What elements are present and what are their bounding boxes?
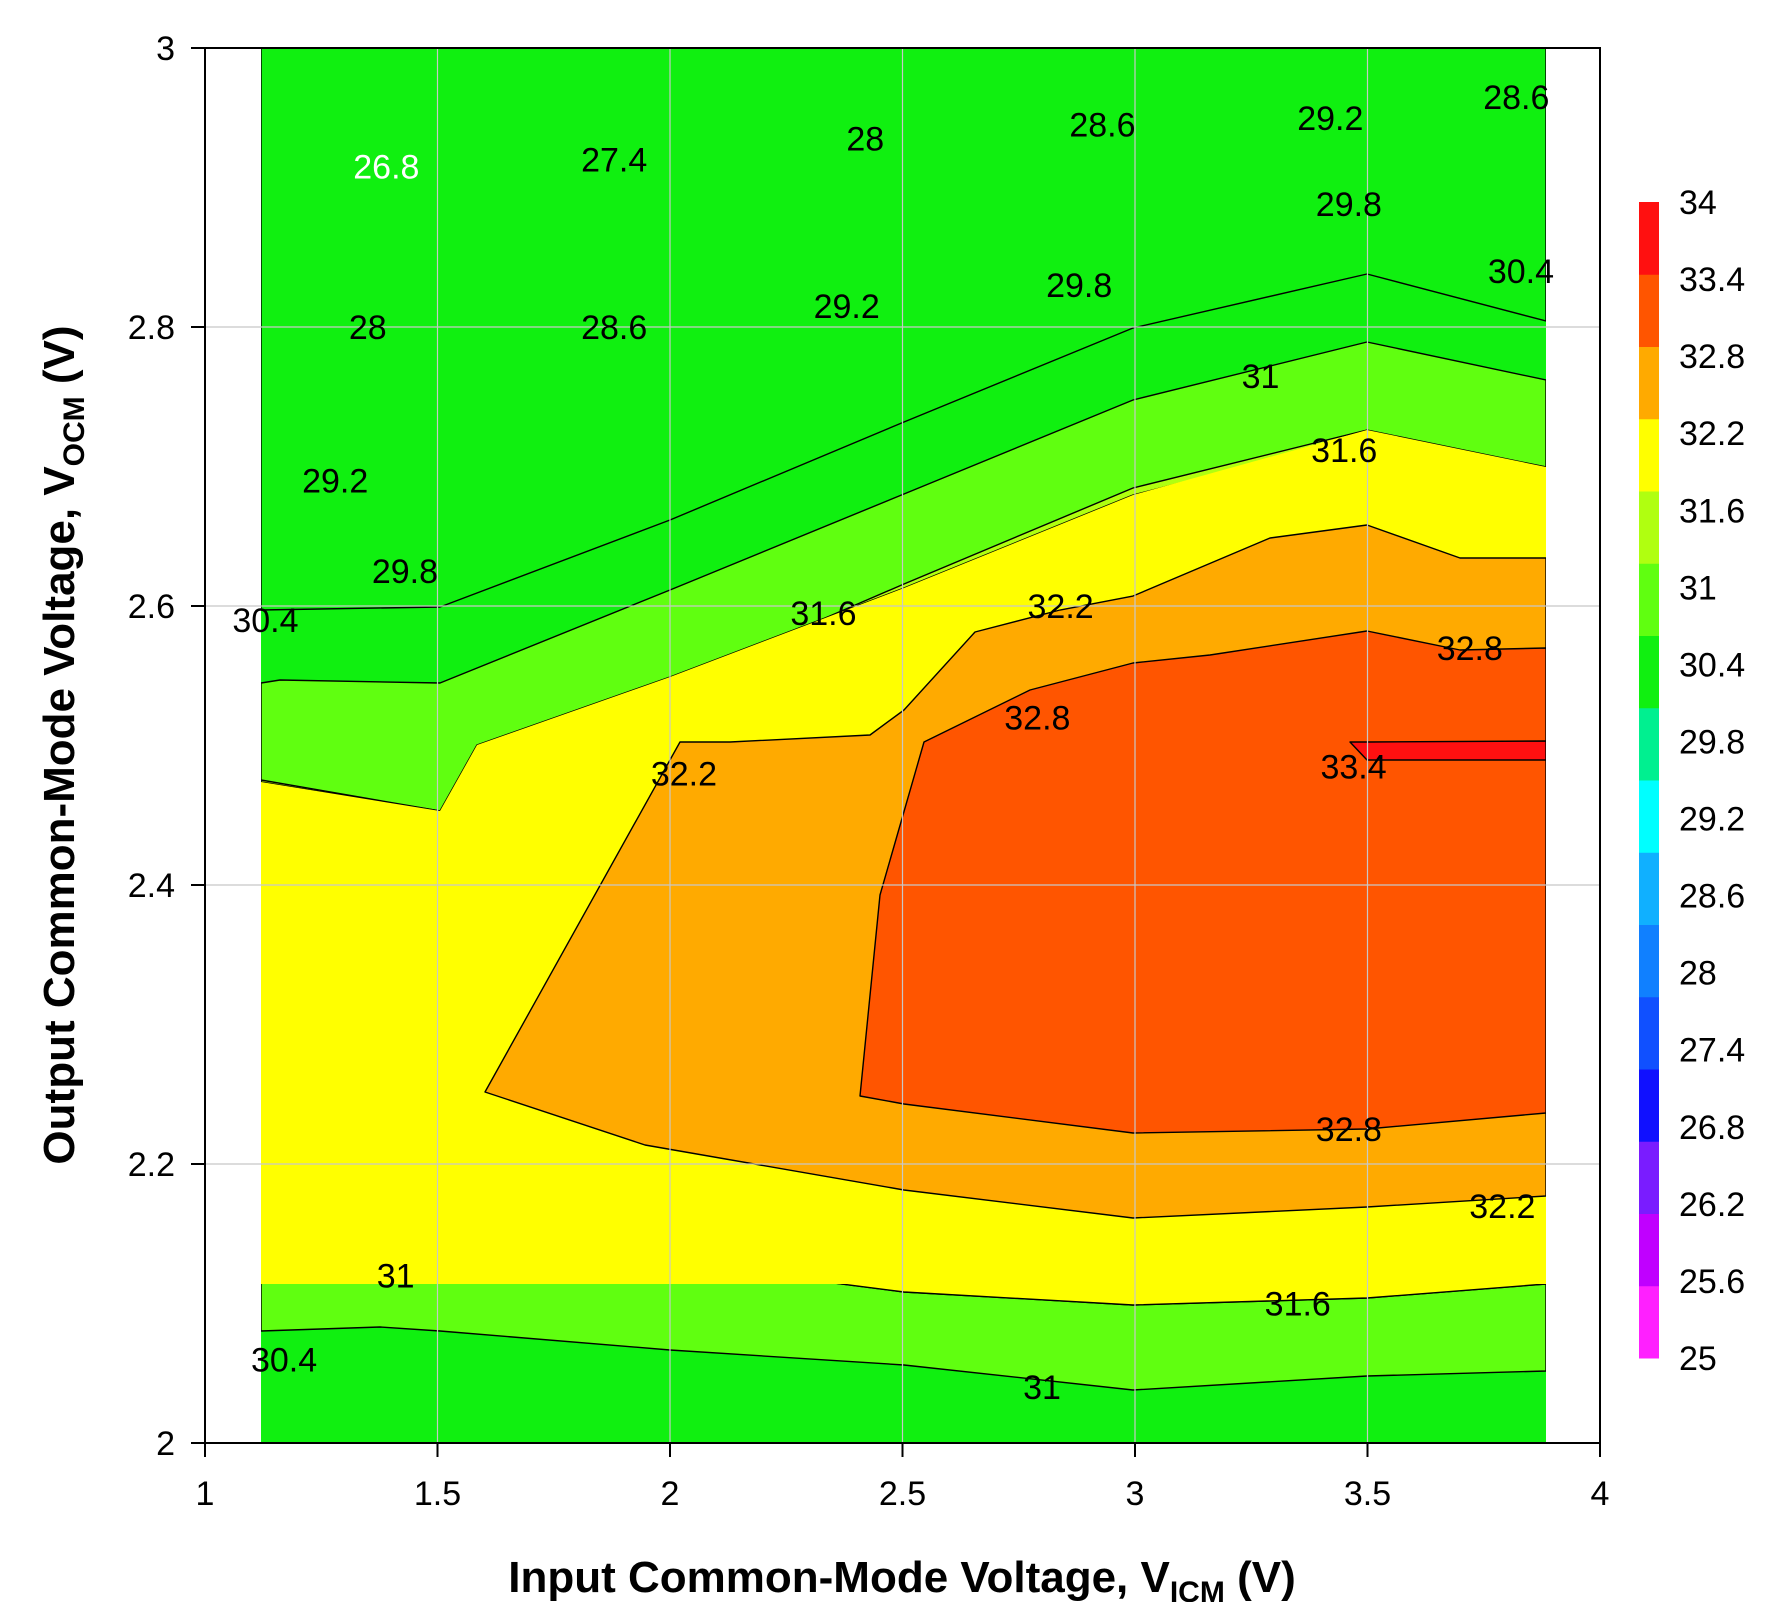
band-34-0 (1349, 740, 1546, 761)
contour-labels: 26.8 27.4 28 28.6 29.2 28.6 28 28.6 29.2 29.8 29.8… (232, 79, 1554, 1407)
x-tick-label-6: 4 (1591, 1475, 1610, 1513)
contour-label-11: 30.4 (1488, 253, 1554, 291)
x-axis-title: Input Common-Mode Voltage, VICM (V) (508, 1553, 1295, 1602)
colorbar-label-4: 27.4 (1679, 1032, 1745, 1070)
colorbar-label-9: 30.4 (1679, 646, 1745, 684)
colorbar-swatch-7 (1639, 780, 1659, 853)
band-25-0 (261, 48, 1546, 49)
y-tick-label-2: 2.4 (128, 867, 175, 905)
x-tick-label-2: 2 (661, 1475, 680, 1513)
contour-label-0: 26.8 (353, 149, 419, 187)
colorbar-label-0: 25 (1679, 1340, 1717, 1378)
colorbar-swatch-0 (1639, 1285, 1659, 1359)
y-axis-ticks: 2 2.2 2.4 2.6 2.8 3 (128, 30, 205, 1463)
contour-label-23: 32.8 (1316, 1111, 1382, 1149)
y-tick-label-4: 2.8 (128, 309, 175, 347)
contour-label-4: 29.2 (1297, 100, 1363, 138)
contour-label-2: 28 (846, 121, 884, 159)
contour-label-27: 30.4 (251, 1341, 317, 1379)
colorbar-swatch-2 (1639, 1141, 1659, 1214)
contour-label-14: 31.6 (1311, 432, 1377, 470)
colorbar-swatch-11 (1639, 491, 1659, 564)
contour-bands (261, 48, 1546, 1443)
colorbar-label-11: 31.6 (1679, 492, 1745, 530)
contour-label-1: 27.4 (581, 142, 647, 180)
contour-label-17: 31.6 (790, 595, 856, 633)
colorbar-label-5: 28 (1679, 955, 1717, 993)
y-tick-label-1: 2.2 (128, 1146, 175, 1184)
contour-label-6: 28 (349, 309, 387, 347)
contour-label-9: 29.8 (1046, 267, 1112, 305)
x-tick-label-0: 1 (196, 1475, 215, 1513)
x-tick-label-5: 3.5 (1344, 1475, 1391, 1513)
contour-label-21: 32.8 (1004, 700, 1070, 738)
colorbar-label-2: 26.2 (1679, 1186, 1745, 1224)
band-30-4 (261, 48, 1546, 611)
x-tick-label-1: 1.5 (414, 1475, 461, 1513)
contour-label-20: 32.2 (651, 755, 717, 793)
colorbar-swatch-14 (1639, 274, 1659, 347)
x-tick-label-3: 2.5 (879, 1475, 926, 1513)
y-axis-title: Output Common-Mode Voltage, VOCM (V) (35, 325, 91, 1164)
contour-label-25: 31 (377, 1258, 415, 1296)
y-tick-label-0: 2 (156, 1425, 175, 1463)
contour-label-15: 29.8 (372, 553, 438, 591)
colorbar-swatch-5 (1639, 924, 1659, 998)
contour-label-26: 31.6 (1265, 1286, 1331, 1324)
contour-label-16: 30.4 (232, 602, 298, 640)
colorbar-label-14: 33.4 (1679, 261, 1745, 299)
colorbar-label-12: 32.2 (1679, 415, 1745, 453)
colorbar-label-15: 34 (1679, 184, 1717, 222)
colorbar-swatch-4 (1639, 996, 1659, 1070)
colorbar-swatch-8 (1639, 707, 1659, 781)
contour-label-10: 29.8 (1316, 186, 1382, 224)
y-tick-label-3: 2.6 (128, 588, 175, 626)
colorbar-label-7: 29.2 (1679, 801, 1745, 839)
colorbar-label-6: 28.6 (1679, 878, 1745, 916)
contour-label-5: 28.6 (1483, 79, 1549, 117)
colorbar-swatch-6 (1639, 852, 1659, 925)
colorbar-swatch-9 (1639, 635, 1659, 709)
colorbar-swatch-12 (1639, 418, 1659, 492)
contour-label-18: 32.2 (1028, 588, 1094, 626)
y-tick-label-5: 3 (156, 30, 175, 68)
colorbar-label-1: 25.6 (1679, 1263, 1745, 1301)
colorbar-label-3: 26.8 (1679, 1109, 1745, 1147)
contour-label-3: 28.6 (1069, 107, 1135, 145)
colorbar-label-8: 29.8 (1679, 723, 1745, 761)
contour-label-19: 32.8 (1437, 630, 1503, 668)
colorbar: 25 25.6 26.2 26.8 27.4 28 28.6 29.2 29.8 30.4 31 31… (1639, 184, 1745, 1378)
colorbar-swatch-15 (1639, 202, 1659, 275)
contour-label-12: 29.2 (302, 462, 368, 500)
colorbar-swatch-13 (1639, 346, 1659, 420)
colorbar-swatch-3 (1639, 1069, 1659, 1142)
contour-label-7: 28.6 (581, 309, 647, 347)
colorbar-label-10: 31 (1679, 569, 1717, 607)
contour-label-28: 31 (1023, 1369, 1061, 1407)
contour-label-22: 33.4 (1320, 748, 1386, 786)
colorbar-swatch-10 (1639, 563, 1659, 636)
x-tick-label-4: 3 (1126, 1475, 1145, 1513)
colorbar-label-13: 32.8 (1679, 338, 1745, 376)
contour-label-8: 29.2 (814, 288, 880, 326)
contour-label-24: 32.2 (1469, 1188, 1535, 1226)
colorbar-swatch-1 (1639, 1213, 1659, 1287)
x-axis-ticks: 1 1.5 2 2.5 3 3.5 4 (196, 1443, 1610, 1513)
contour-label-13: 31 (1242, 358, 1280, 396)
